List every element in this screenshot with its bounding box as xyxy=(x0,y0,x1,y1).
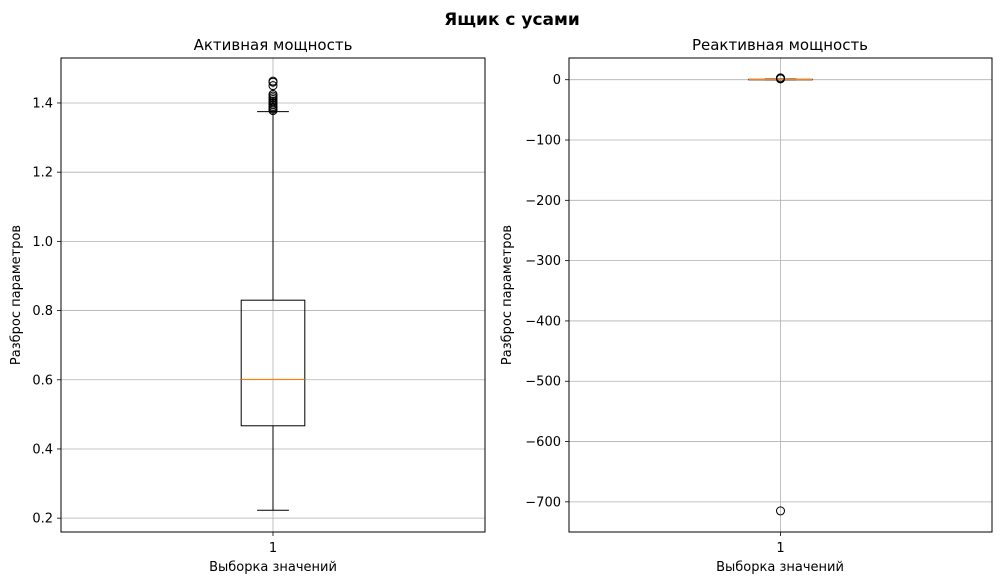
y-tick-label: −100 xyxy=(525,134,561,149)
axes-frame xyxy=(568,57,993,533)
y-tick-label: −300 xyxy=(525,254,561,269)
y-tick-label: 0 xyxy=(553,73,561,88)
y-tick-label: 1.4 xyxy=(32,96,53,111)
y-tick-label: 1.0 xyxy=(32,235,53,250)
active-power-panel: Активная мощность 0.2 0.4 0.6 0.8 1.0 1.2 1.4 1… xyxy=(9,36,486,575)
outlier-point xyxy=(268,89,278,99)
y-tick-label: 0.6 xyxy=(32,373,53,388)
y-tick-label: −700 xyxy=(525,495,561,510)
y-tick-label: 0.4 xyxy=(32,442,53,457)
outlier-point xyxy=(776,506,785,516)
figure-title: Ящик с усами xyxy=(444,10,580,30)
reactive-power-ylabel: Разброс параметров xyxy=(500,225,515,365)
outlier-point xyxy=(268,81,278,91)
y-tick-label: 0.2 xyxy=(32,512,53,527)
y-tick-label: 0.8 xyxy=(32,304,53,319)
reactive-power-xlabel: Выборка значений xyxy=(716,560,844,575)
reactive-power-title: Реактивная мощность xyxy=(692,36,868,54)
y-tick-label: −500 xyxy=(525,375,561,390)
x-tick-label: 1 xyxy=(776,541,784,556)
axes-frame xyxy=(60,57,486,533)
active-power-title: Активная мощность xyxy=(194,36,353,54)
active-power-ylabel: Разброс параметров xyxy=(9,225,24,365)
reactive-power-plot-area: 0 −100 −200 −300 −400 −500 −600 −700 1 xyxy=(525,57,993,556)
outlier-point xyxy=(268,76,278,86)
active-power-xlabel: Выборка значений xyxy=(209,560,337,575)
y-tick-label: −400 xyxy=(525,314,561,329)
iqr-box xyxy=(240,299,306,427)
y-tick-label: −600 xyxy=(525,435,561,450)
y-tick-label: 1.2 xyxy=(32,166,53,181)
y-tick-label: −200 xyxy=(525,194,561,209)
active-power-plot-area: 0.2 0.4 0.6 0.8 1.0 1.2 1.4 1 xyxy=(32,57,486,556)
reactive-power-panel: Реактивная мощность 0 −100 −200 −300 −400 −50… xyxy=(500,36,993,575)
x-tick-label: 1 xyxy=(269,541,277,556)
outlier-point xyxy=(776,73,785,83)
